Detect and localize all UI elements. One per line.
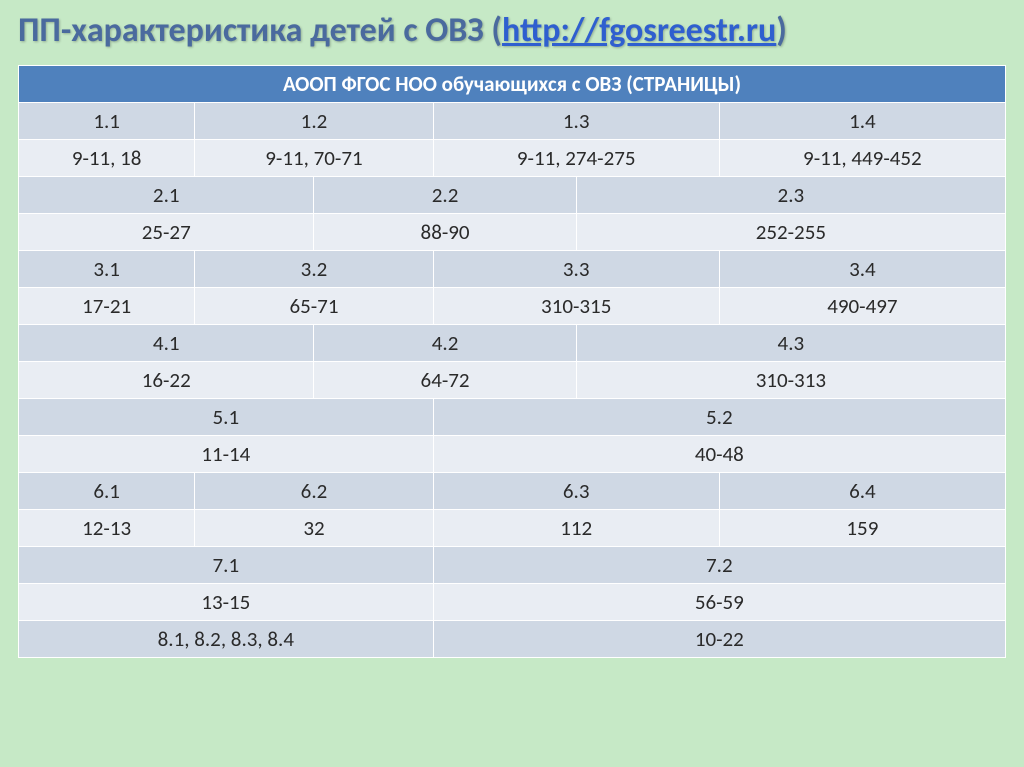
cell: 3.1 — [19, 251, 195, 288]
cell: 1.4 — [719, 103, 1005, 140]
cell: 17-21 — [19, 288, 195, 325]
cell: 65-71 — [195, 288, 433, 325]
table-row: 17-21 65-71 310-315 490-497 — [19, 288, 1006, 325]
cell: 5.2 — [433, 399, 1005, 436]
table-row: 9-11, 18 9-11, 70-71 9-11, 274-275 9-11,… — [19, 140, 1006, 177]
title-prefix: ПП-характеристика детей с ОВЗ — [18, 10, 491, 51]
table-row: 7.1 7.2 — [19, 547, 1006, 584]
cell: 6.2 — [195, 473, 433, 510]
table-row: 2.1 2.2 2.3 — [19, 177, 1006, 214]
cell: 1.2 — [195, 103, 433, 140]
cell: 3.4 — [719, 251, 1005, 288]
cell: 4.2 — [314, 325, 576, 362]
cell: 7.2 — [433, 547, 1005, 584]
cell: 9-11, 274-275 — [433, 140, 719, 177]
cell: 2.1 — [19, 177, 314, 214]
table-row: 11-14 40-48 — [19, 436, 1006, 473]
table-row: 13-15 56-59 — [19, 584, 1006, 621]
cell: 64-72 — [314, 362, 576, 399]
table-row: 4.1 4.2 4.3 — [19, 325, 1006, 362]
cell: 9-11, 18 — [19, 140, 195, 177]
cell: 159 — [719, 510, 1005, 547]
table-row: 5.1 5.2 — [19, 399, 1006, 436]
cell: 9-11, 70-71 — [195, 140, 433, 177]
source-link[interactable]: http://fgosreestr.ru — [502, 10, 776, 51]
cell: 3.2 — [195, 251, 433, 288]
cell: 25-27 — [19, 214, 314, 251]
cell: 6.4 — [719, 473, 1005, 510]
cell: 11-14 — [19, 436, 434, 473]
cell: 5.1 — [19, 399, 434, 436]
data-table: АООП ФГОС НОО обучающихся с ОВЗ (СТРАНИЦ… — [18, 65, 1006, 658]
cell: 9-11, 449-452 — [719, 140, 1005, 177]
table-row: 1.1 1.2 1.3 1.4 — [19, 103, 1006, 140]
cell: 1.3 — [433, 103, 719, 140]
cell: 310-313 — [576, 362, 1005, 399]
cell: 13-15 — [19, 584, 434, 621]
paren-open: ( — [491, 10, 502, 51]
paren-close: ) — [776, 10, 787, 51]
cell: 32 — [195, 510, 433, 547]
table-header-row: АООП ФГОС НОО обучающихся с ОВЗ (СТРАНИЦ… — [19, 66, 1006, 103]
cell: 40-48 — [433, 436, 1005, 473]
page-title: ПП-характеристика детей с ОВЗ (http://fg… — [18, 10, 1006, 51]
cell: 7.1 — [19, 547, 434, 584]
cell: 16-22 — [19, 362, 314, 399]
table-header: АООП ФГОС НОО обучающихся с ОВЗ (СТРАНИЦ… — [19, 66, 1006, 103]
cell: 10-22 — [433, 621, 1005, 658]
cell: 6.1 — [19, 473, 195, 510]
slide: ПП-характеристика детей с ОВЗ (http://fg… — [0, 0, 1024, 668]
table-row: 16-22 64-72 310-313 — [19, 362, 1006, 399]
table-row: 8.1, 8.2, 8.3, 8.4 10-22 — [19, 621, 1006, 658]
cell: 4.1 — [19, 325, 314, 362]
cell: 310-315 — [433, 288, 719, 325]
cell: 490-497 — [719, 288, 1005, 325]
cell: 252-255 — [576, 214, 1005, 251]
table-row: 3.1 3.2 3.3 3.4 — [19, 251, 1006, 288]
table-row: 6.1 6.2 6.3 6.4 — [19, 473, 1006, 510]
cell: 2.3 — [576, 177, 1005, 214]
table-row: 12-13 32 112 159 — [19, 510, 1006, 547]
cell: 4.3 — [576, 325, 1005, 362]
cell: 1.1 — [19, 103, 195, 140]
cell: 88-90 — [314, 214, 576, 251]
cell: 56-59 — [433, 584, 1005, 621]
cell: 2.2 — [314, 177, 576, 214]
cell: 8.1, 8.2, 8.3, 8.4 — [19, 621, 434, 658]
cell: 3.3 — [433, 251, 719, 288]
cell: 12-13 — [19, 510, 195, 547]
table-row: 25-27 88-90 252-255 — [19, 214, 1006, 251]
cell: 112 — [433, 510, 719, 547]
cell: 6.3 — [433, 473, 719, 510]
